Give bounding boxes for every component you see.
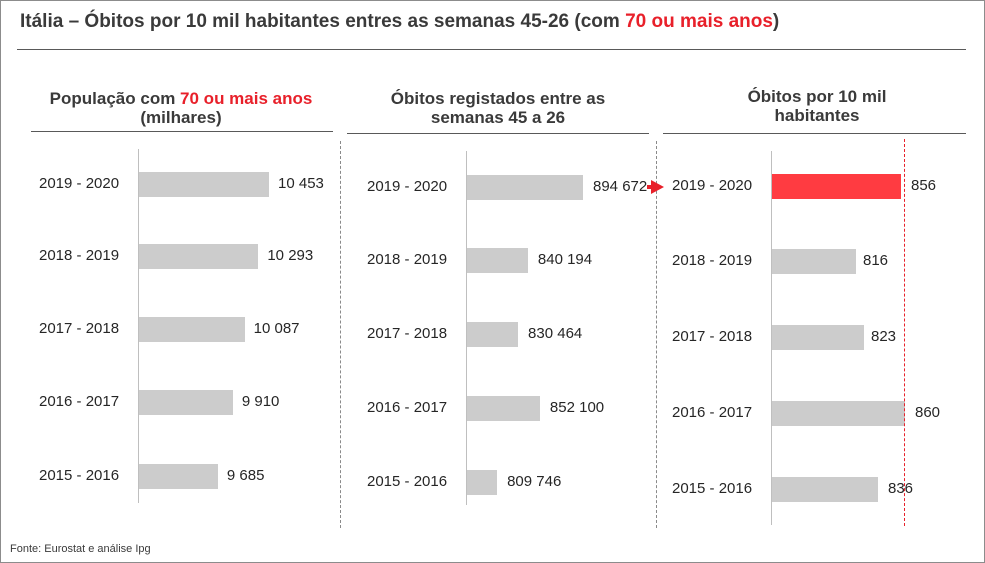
category-label: 2015 - 2016 [672,480,753,497]
bar [139,317,245,342]
category-label: 2019 - 2020 [39,175,120,192]
category-label: 2017 - 2018 [39,320,120,337]
bar [467,396,540,421]
value-label: 894 672 [593,178,648,195]
panel-3-axis [771,151,772,525]
bar [139,172,269,197]
bar [772,174,901,199]
reference-line-856 [904,139,905,526]
value-label: 10 293 [267,247,314,264]
bar [467,175,583,200]
category-label: 2016 - 2017 [367,399,448,416]
panel-3-rule [663,133,966,134]
category-label: 2017 - 2018 [367,325,448,342]
panel-separator-2 [656,141,657,528]
category-label: 2016 - 2017 [39,393,120,410]
value-label: 9 910 [241,393,280,410]
value-label: 852 100 [549,399,605,416]
bar [772,325,864,350]
value-label: 823 [871,328,897,345]
panel-2-title: Óbitos registados entre as semanas 45 a … [390,89,606,127]
bar [139,464,218,489]
bar [772,401,905,426]
category-label: 2018 - 2019 [367,251,448,268]
bar [772,477,879,502]
bar [467,248,528,273]
bar [772,249,857,274]
category-label: 2019 - 2020 [672,177,753,194]
value-label: 816 [863,252,889,269]
value-label: 809 746 [507,473,562,490]
panel-1-rule [31,131,333,132]
category-label: 2015 - 2016 [39,467,120,484]
highlight-arrow-stem [647,185,653,189]
panel-3-title: Óbitos por 10 mil habitantes [747,87,887,125]
value-label: 10 453 [278,175,324,192]
title-divider [17,49,966,50]
category-label: 2017 - 2018 [672,328,753,345]
value-label: 836 [888,480,914,497]
category-label: 2018 - 2019 [39,247,120,264]
category-label: 2019 - 2020 [367,178,448,195]
bar [467,322,519,347]
value-label: 840 194 [537,251,593,268]
source-note: Fonte: Eurostat e análise Ipg [10,543,151,555]
panel-2-axis [466,151,467,505]
panel-2-rule [347,133,649,134]
value-label: 10 087 [253,320,300,337]
value-label: 856 [911,177,937,194]
category-label: 2016 - 2017 [672,404,753,421]
highlight-arrow-icon [651,180,664,194]
panel-separator-1 [340,141,341,528]
value-label: 830 464 [528,325,583,342]
panel-1-title: População com 70 ou mais anos (milhares) [49,89,313,127]
bar [139,244,259,269]
value-label: 9 685 [226,467,265,484]
bar [467,470,498,495]
chart-title: Itália – Óbitos por 10 mil habitantes en… [20,11,780,32]
value-label: 860 [915,404,941,421]
category-label: 2018 - 2019 [672,252,753,269]
bar [139,390,233,415]
category-label: 2015 - 2016 [367,473,448,490]
panel-1-axis [138,149,139,503]
